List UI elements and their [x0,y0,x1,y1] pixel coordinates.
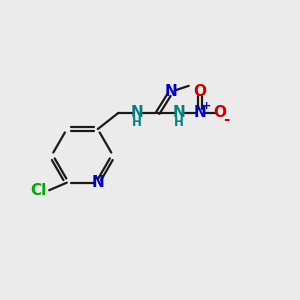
Text: +: + [202,101,211,111]
Text: Cl: Cl [31,183,47,198]
Text: N: N [92,175,104,190]
Text: -: - [223,112,229,127]
Text: H: H [132,116,142,129]
Text: O: O [194,84,207,99]
Text: N: N [194,105,207,120]
Text: N: N [165,84,177,99]
Text: N: N [172,105,185,120]
Text: N: N [130,105,143,120]
Text: O: O [214,105,227,120]
Text: H: H [174,116,184,129]
